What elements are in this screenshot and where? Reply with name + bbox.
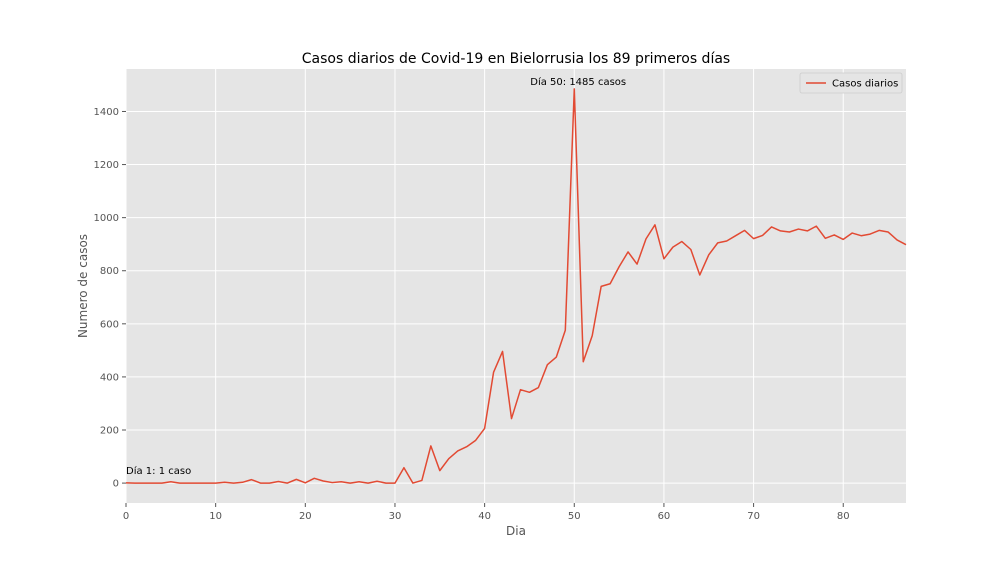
annotation-day-1: Día 1: 1 caso: [126, 465, 191, 477]
x-axis-ticks: 0 10 20 30 40 50 60 70 80: [123, 503, 850, 522]
y-tick-label: 200: [100, 426, 119, 437]
x-tick-label: 60: [658, 511, 671, 522]
x-tick-label: 50: [568, 511, 581, 522]
grid: [125, 69, 906, 503]
y-tick-label: 1000: [94, 213, 119, 224]
x-tick-label: 70: [747, 511, 760, 522]
annotation-day-50: Día 50: 1485 casos: [530, 76, 626, 88]
legend: Casos diarios: [799, 72, 903, 94]
plot-background: [126, 69, 906, 503]
x-tick-label: 0: [123, 511, 129, 522]
y-tick-label: 800: [100, 266, 119, 277]
y-tick-label: 400: [100, 372, 119, 383]
x-tick-label: 80: [837, 511, 850, 522]
legend-label: Casos diarios: [832, 79, 898, 90]
x-tick-label: 30: [389, 511, 402, 522]
series-layer: [125, 88, 907, 484]
x-axis-label: Dia: [506, 524, 526, 538]
x-tick-label: 40: [478, 511, 491, 522]
x-tick-label: 10: [209, 511, 222, 522]
legend-box: [799, 72, 903, 94]
y-axis-label: Numero de casos: [76, 234, 90, 338]
series-line-casos-diarios: [125, 88, 907, 484]
x-tick-label: 20: [299, 511, 312, 522]
y-tick-label: 1400: [94, 107, 119, 118]
y-tick-label: 600: [100, 319, 119, 330]
y-tick-label: 1200: [94, 160, 119, 171]
chart-title: Casos diarios de Covid-19 en Bielorrusia…: [302, 51, 730, 67]
y-tick-label: 0: [113, 479, 119, 490]
y-axis-ticks: 0 200 400 600 800 1000 1200 1400: [94, 107, 126, 490]
